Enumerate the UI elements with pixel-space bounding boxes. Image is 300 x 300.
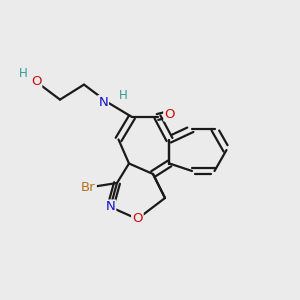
Text: N: N bbox=[106, 200, 115, 214]
Text: N: N bbox=[98, 96, 108, 109]
Text: O: O bbox=[164, 107, 175, 121]
Text: O: O bbox=[132, 212, 143, 226]
Text: H: H bbox=[119, 89, 128, 103]
Text: O: O bbox=[31, 75, 41, 88]
Text: Br: Br bbox=[81, 181, 96, 194]
Text: H: H bbox=[19, 67, 28, 80]
